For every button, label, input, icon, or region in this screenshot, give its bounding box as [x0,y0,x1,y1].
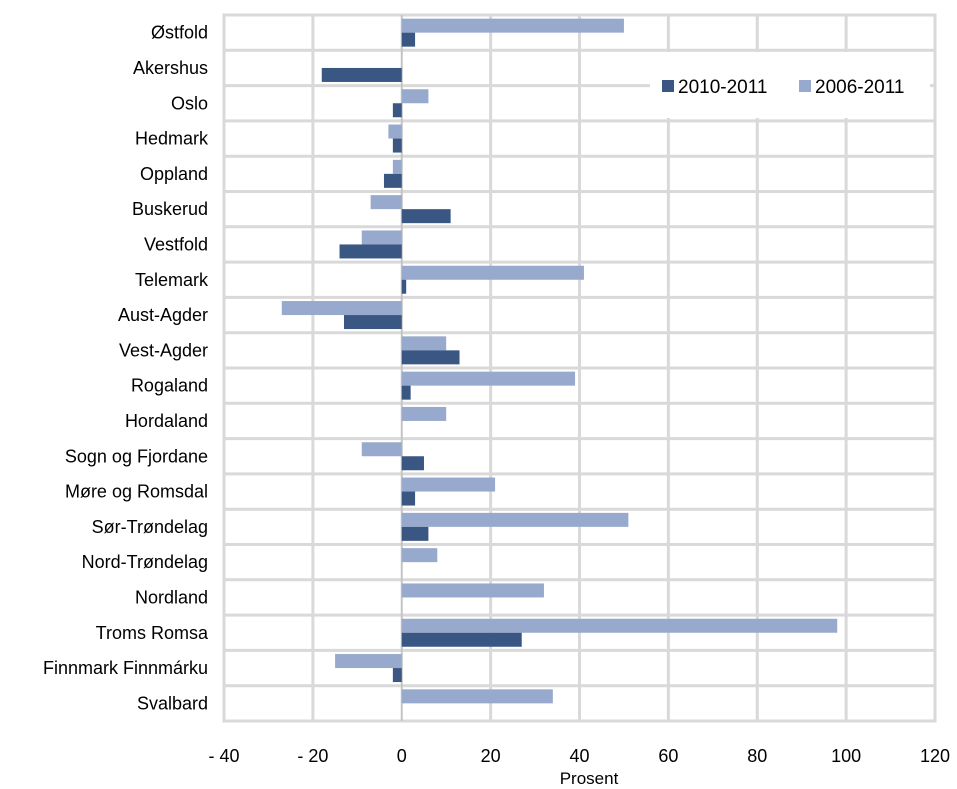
category-label-møre-og-romsdal: Møre og Romsdal [65,482,208,502]
bar-finnmark-finnm-rku-2006-2011 [335,654,402,669]
bar-sør-trøndelag-2010-2011 [401,526,429,541]
bar-rogaland-2006-2011 [401,371,576,386]
legend-label-2006-2011: 2006-2011 [815,77,904,98]
bar-møre-og-romsdal-2006-2011 [401,477,496,492]
bar-vestfold-2006-2011 [361,230,402,245]
bar-sør-trøndelag-2006-2011 [401,512,629,527]
x-tick-label: - 40 [208,746,239,766]
category-label-nordland: Nordland [135,587,208,607]
bar-troms-romsa-2006-2011 [401,618,838,633]
x-tick-labels: - 40 - 20 0 20 40 60 80 100 120 [208,746,950,766]
bar-østfold-2006-2011 [401,18,624,33]
bar-nordland-2006-2011 [401,583,544,598]
x-tick-label: 0 [397,746,407,766]
bar-vest-agder-2006-2011 [401,336,447,351]
bar-oppland-2010-2011 [383,173,402,188]
legend-swatch-2006-2011 [799,80,811,92]
bar-aust-agder-2010-2011 [343,315,402,330]
bar-hedmark-2010-2011 [392,138,402,153]
bar-buskerud-2006-2011 [370,195,402,210]
x-tick-label: 40 [569,746,589,766]
bar-hordaland-2006-2011 [401,406,447,421]
bar-svalbard-2006-2011 [401,689,553,704]
bar-oslo-2010-2011 [392,103,402,118]
bar-hedmark-2006-2011 [388,124,402,139]
bar-finnmark-finnm-rku-2010-2011 [392,668,402,683]
gridlines [224,15,935,721]
legend-box [650,52,930,118]
category-label-vest-agder: Vest-Agder [119,340,208,360]
category-label-finnmark-finnm-rku: Finnmark Finnmárku [43,658,208,678]
x-tick-label: 80 [747,746,767,766]
bars [281,18,838,704]
category-label-hordaland: Hordaland [125,411,208,431]
bar-østfold-2010-2011 [401,32,416,47]
bar-rogaland-2010-2011 [401,385,411,400]
legend: 2010-2011 2006-2011 [650,52,930,118]
category-label-sør-trøndelag: Sør-Trøndelag [92,517,208,537]
category-label-rogaland: Rogaland [131,376,208,396]
category-label-buskerud: Buskerud [132,199,208,219]
x-tick-label: 100 [831,746,861,766]
bar-buskerud-2010-2011 [401,209,451,224]
category-label-aust-agder: Aust-Agder [118,305,208,325]
category-label-telemark: Telemark [135,270,209,290]
category-label-oslo: Oslo [171,93,208,113]
x-tick-label: 60 [658,746,678,766]
bar-nord-trøndelag-2006-2011 [401,548,438,563]
bar-telemark-2006-2011 [401,265,584,280]
category-label-nord-trøndelag: Nord-Trøndelag [82,552,208,572]
bar-troms-romsa-2010-2011 [401,632,522,647]
bar-sogn-og-fjordane-2006-2011 [361,442,402,457]
legend-swatch-2010-2011 [662,80,674,92]
category-label-oppland: Oppland [140,164,208,184]
bar-telemark-2010-2011 [401,279,407,294]
legend-label-2010-2011: 2010-2011 [678,77,767,98]
x-tick-label: - 20 [297,746,328,766]
category-label-svalbard: Svalbard [137,693,208,713]
bar-vest-agder-2010-2011 [401,350,460,365]
category-label-vestfold: Vestfold [144,234,208,254]
bar-akershus-2010-2011 [321,67,402,82]
category-label-hedmark: Hedmark [135,129,209,149]
bar-sogn-og-fjordane-2010-2011 [401,456,424,471]
bar-vestfold-2010-2011 [339,244,402,259]
bar-oslo-2006-2011 [401,89,429,104]
category-label-akershus: Akershus [133,58,208,78]
bar-aust-agder-2006-2011 [281,301,402,316]
bar-møre-og-romsdal-2010-2011 [401,491,416,506]
category-label-østfold: Østfold [151,23,208,43]
category-label-sogn-og-fjordane: Sogn og Fjordane [65,446,208,466]
x-tick-label: 20 [481,746,501,766]
category-label-troms-romsa: Troms Romsa [96,623,209,643]
bar-oppland-2006-2011 [392,159,402,174]
x-axis-title: Prosent [560,769,619,788]
category-labels: Østfold Akershus Oslo Hedmark Oppland Buskeru… [43,23,209,714]
x-tick-label: 120 [920,746,950,766]
